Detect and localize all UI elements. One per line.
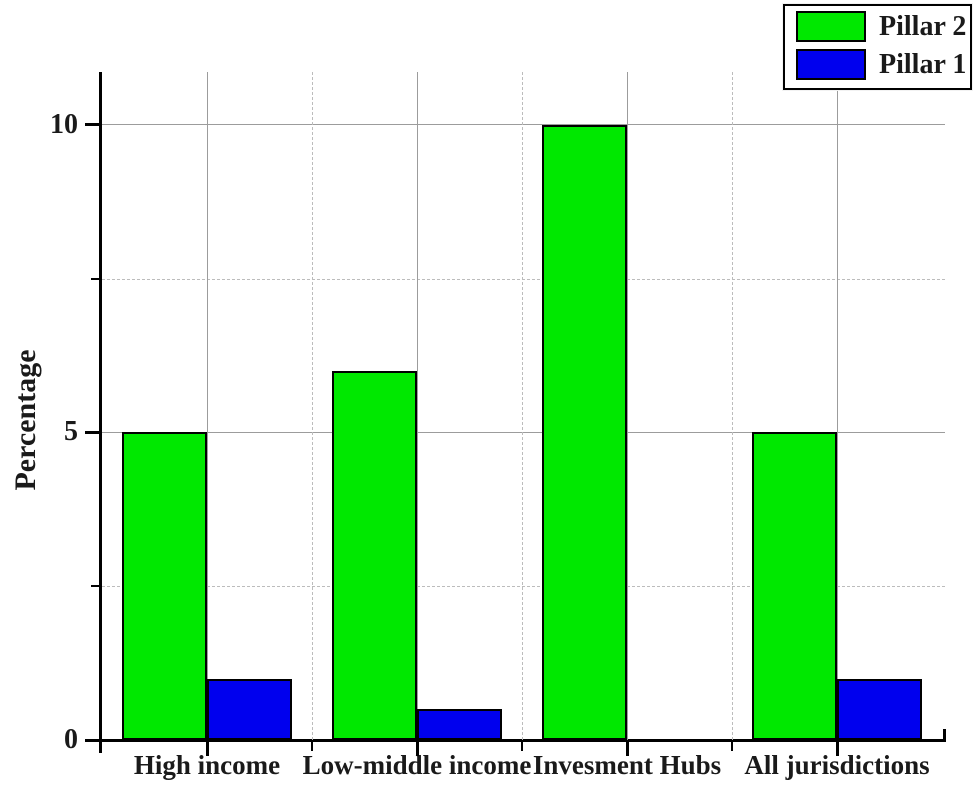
gridline-x-boundary-3 [732,72,733,740]
bar-pillar-2-high-income [122,432,207,740]
bar-pillar-2-invesment-hubs [542,124,627,740]
legend-swatch-pillar-2-icon [796,11,866,42]
gridline-x-boundary-2 [522,72,523,740]
y-major-tick-0 [85,738,101,742]
gridline-x-center-invesment-hubs [626,72,628,740]
x-axis-line [99,739,946,742]
x-major-tick-invesment-hubs [625,741,629,756]
y-major-tick-5 [85,430,101,434]
x-major-tick-high-income [205,741,209,756]
legend-box: Pillar 2 Pillar 1 [783,4,972,90]
bar-pillar-2-low-middle-income [332,370,417,740]
legend-swatch-pillar-1-icon [796,49,866,80]
x-major-tick-low-middle-income [415,741,419,756]
x-minor-tick-3 [731,741,733,751]
gridline-x-boundary-1 [312,72,313,740]
legend-item-pillar-1: Pillar 1 [785,46,970,84]
x-minor-tick-1 [311,741,313,751]
y-minor-tick-7.5 [91,277,101,280]
bar-pillar-1-high-income [207,678,292,740]
x-major-tick-all-jurisdictions [835,741,839,756]
y-minor-tick-2.5 [91,585,101,588]
gridline-x-center-all-jurisdictions [836,72,838,740]
x-axis-end-tick [943,729,946,740]
gridline-y-minor-7.5 [102,278,945,280]
gridline-x-center-high-income [206,72,208,740]
y-major-tick-10 [85,123,101,127]
y-axis-line [99,72,102,753]
y-tick-label-0: 0 [64,724,78,755]
gridline-y-10 [102,124,945,126]
gridline-x-center-low-middle-income [416,72,418,740]
plot-area [102,72,945,740]
bar-pillar-1-low-middle-income [417,709,502,740]
gridline-y-minor-2.5 [102,586,945,588]
bar-pillar-1-all-jurisdictions [837,678,922,740]
legend-item-pillar-2: Pillar 2 [785,8,970,46]
legend-label-pillar-1: Pillar 1 [879,49,967,80]
y-tick-label-10: 10 [50,108,78,140]
gridline-y-5 [102,431,945,433]
bar-pillar-2-all-jurisdictions [752,432,837,740]
legend-label-pillar-2: Pillar 2 [879,11,967,42]
x-minor-tick-2 [521,741,523,751]
y-tick-label-5: 5 [64,416,78,448]
